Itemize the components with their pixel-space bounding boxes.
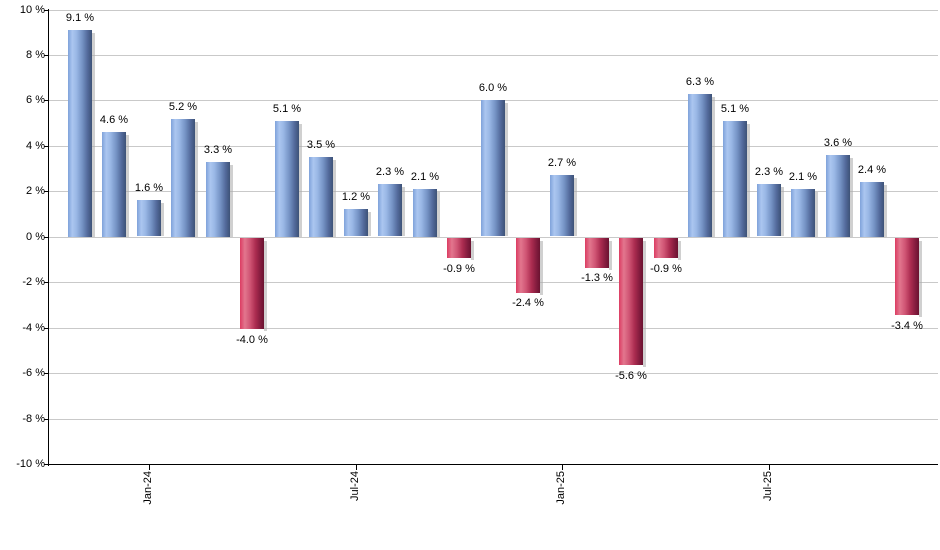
bar-value-label: 3.6 % bbox=[823, 137, 853, 149]
bar bbox=[309, 157, 336, 237]
gridline bbox=[49, 282, 938, 283]
bar bbox=[791, 189, 818, 237]
y-axis-tick bbox=[44, 191, 48, 192]
gridline bbox=[49, 328, 938, 329]
bar-value-label: 2.7 % bbox=[547, 157, 577, 169]
bar-value-label: 3.3 % bbox=[203, 144, 233, 156]
bar bbox=[240, 238, 267, 331]
x-axis-tick-label: Jul-24 bbox=[349, 471, 361, 501]
bar-value-label: 2.3 % bbox=[375, 166, 405, 178]
bar-value-label: 6.3 % bbox=[685, 76, 715, 88]
bar bbox=[102, 132, 129, 237]
bar-value-label: 2.4 % bbox=[857, 164, 887, 176]
bar bbox=[137, 200, 164, 236]
x-axis-tick-label: Jan-24 bbox=[142, 471, 154, 505]
bar-value-label: 9.1 % bbox=[65, 12, 95, 24]
y-axis-tick-label: 10 % bbox=[19, 4, 45, 16]
bar bbox=[344, 209, 371, 236]
bar bbox=[68, 30, 95, 237]
y-axis-tick-label: -2 % bbox=[22, 276, 45, 288]
bar bbox=[550, 175, 577, 236]
bar-value-label: 2.1 % bbox=[410, 171, 440, 183]
y-axis-tick-label: -4 % bbox=[22, 322, 45, 334]
bar bbox=[516, 238, 543, 295]
bar-value-label: 1.2 % bbox=[341, 191, 371, 203]
bar bbox=[826, 155, 853, 237]
bar bbox=[688, 94, 715, 237]
bar bbox=[757, 184, 784, 236]
y-axis-tick-label: -6 % bbox=[22, 367, 45, 379]
x-axis-tick-label: Jul-25 bbox=[762, 471, 774, 501]
bar bbox=[378, 184, 405, 236]
bar-value-label: -4.0 % bbox=[236, 334, 268, 346]
x-axis-tick bbox=[562, 465, 563, 470]
gridline bbox=[49, 55, 938, 56]
bar bbox=[447, 238, 474, 260]
y-axis-tick bbox=[44, 55, 48, 56]
bar bbox=[895, 238, 922, 317]
bar bbox=[585, 238, 612, 270]
y-axis-tick bbox=[44, 373, 48, 374]
y-axis-tick bbox=[44, 464, 48, 465]
bar-value-label: 2.1 % bbox=[788, 171, 818, 183]
bar bbox=[206, 162, 233, 237]
bar-value-label: 5.2 % bbox=[168, 101, 198, 113]
bar-value-label: -2.4 % bbox=[512, 297, 544, 309]
bar-value-label: 6.0 % bbox=[478, 82, 508, 94]
y-axis-tick bbox=[44, 10, 48, 11]
y-axis-tick bbox=[44, 282, 48, 283]
y-axis-tick bbox=[44, 328, 48, 329]
y-axis-tick bbox=[44, 146, 48, 147]
y-axis-line bbox=[48, 9, 49, 466]
x-axis-tick bbox=[769, 465, 770, 470]
bar-value-label: 4.6 % bbox=[99, 114, 129, 126]
gridline bbox=[49, 373, 938, 374]
bar-value-label: 2.3 % bbox=[754, 166, 784, 178]
bar-value-label: -0.9 % bbox=[443, 263, 475, 275]
y-axis-tick-label: 2 % bbox=[26, 185, 45, 197]
y-axis-tick-label: -10 % bbox=[16, 458, 45, 470]
bar bbox=[275, 121, 302, 237]
bar-value-label: -1.3 % bbox=[581, 272, 613, 284]
bar bbox=[723, 121, 750, 237]
x-axis-tick bbox=[149, 465, 150, 470]
y-axis-tick-label: 8 % bbox=[26, 49, 45, 61]
y-axis-tick-label: 4 % bbox=[26, 140, 45, 152]
bar bbox=[481, 100, 508, 236]
bar-value-label: -5.6 % bbox=[615, 370, 647, 382]
bar-value-label: 5.1 % bbox=[272, 103, 302, 115]
y-axis-tick-label: 0 % bbox=[26, 231, 45, 243]
bar bbox=[413, 189, 440, 237]
bar-value-label: 1.6 % bbox=[134, 182, 164, 194]
bar bbox=[654, 238, 681, 260]
y-axis-tick bbox=[44, 100, 48, 101]
gridline bbox=[49, 10, 938, 11]
bar bbox=[171, 119, 198, 237]
bar-value-label: 5.1 % bbox=[720, 103, 750, 115]
gridline bbox=[49, 419, 938, 420]
gridline bbox=[49, 237, 938, 238]
bar-value-label: -0.9 % bbox=[650, 263, 682, 275]
bar bbox=[619, 238, 646, 367]
bar bbox=[860, 182, 887, 237]
y-axis-tick-label: -8 % bbox=[22, 413, 45, 425]
y-axis-tick bbox=[44, 237, 48, 238]
x-axis-tick bbox=[356, 465, 357, 470]
x-axis-tick-label: Jan-25 bbox=[555, 471, 567, 505]
bar-value-label: -3.4 % bbox=[891, 320, 923, 332]
x-axis-line bbox=[48, 464, 938, 465]
bar-value-label: 3.5 % bbox=[306, 139, 336, 151]
y-axis-tick bbox=[44, 419, 48, 420]
y-axis-tick-label: 6 % bbox=[26, 94, 45, 106]
